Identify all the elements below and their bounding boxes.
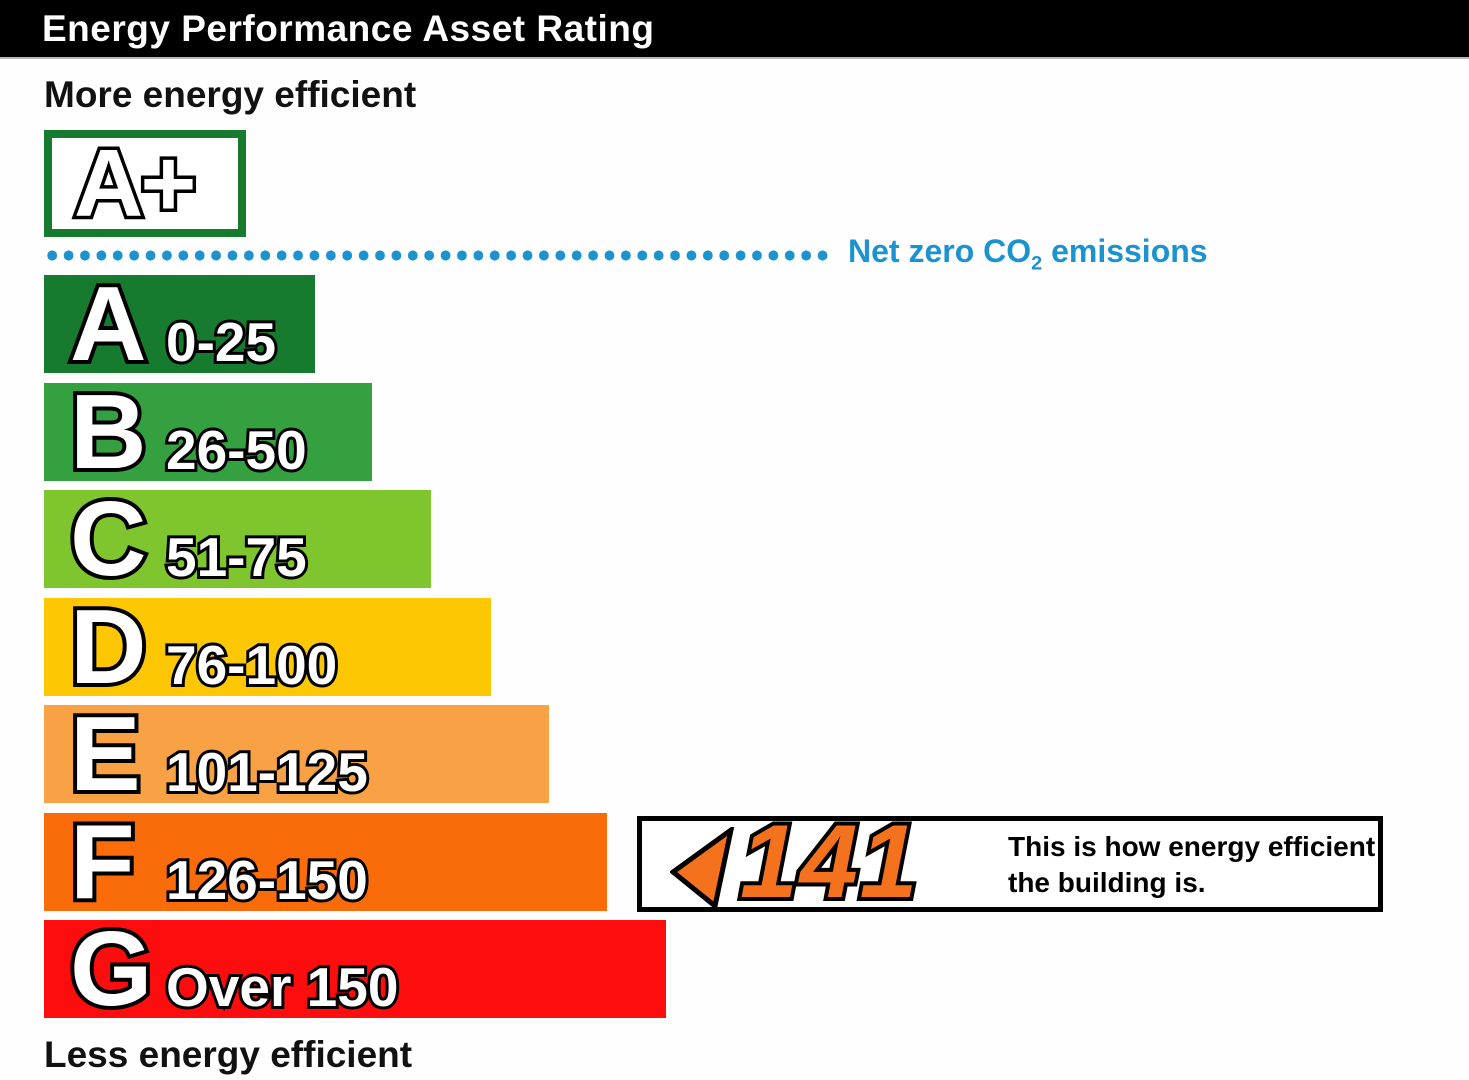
page-title: Energy Performance Asset Rating [42, 7, 655, 49]
rating-description-line2: the building is. [1008, 867, 1206, 898]
band-d-letter: D [66, 587, 151, 706]
current-rating-description: This is how energy efficient the buildin… [1008, 829, 1375, 901]
band-b-letter: B [66, 372, 151, 491]
dotted-leader [44, 249, 830, 261]
band-a: A 0-25 [44, 267, 315, 381]
band-d-range: 76-100 [163, 633, 340, 696]
band-e-letter: E [66, 695, 145, 813]
band-e: E 101-125 [44, 697, 549, 811]
band-g-letter: G [66, 910, 156, 1028]
band-g: G Over 150 [44, 912, 666, 1026]
band-f-range: 126-150 [163, 848, 371, 911]
net-zero-line: Net zero CO2 emissions [44, 235, 1208, 274]
band-a-range: 0-25 [163, 311, 279, 373]
title-bar: Energy Performance Asset Rating [0, 0, 1469, 59]
band-b-range: 26-50 [163, 418, 310, 481]
rating-description-line1: This is how energy efficient [1008, 831, 1376, 862]
band-b: B 26-50 [44, 375, 372, 489]
band-a-plus-letter: A+ [70, 129, 199, 237]
net-zero-label: Net zero CO2 emissions [848, 235, 1208, 274]
band-d: D 76-100 [44, 590, 491, 704]
band-f-letter: F [66, 802, 139, 921]
net-zero-text-prefix: Net zero CO [848, 233, 1032, 270]
band-c-range: 51-75 [163, 526, 310, 588]
band-e-range: 101-125 [163, 741, 371, 803]
band-g-range: Over 150 [163, 956, 401, 1018]
rating-bands: A 0-25 B 26-50 C 51-75 D 76-100 E 101-12… [44, 267, 666, 1028]
band-c: C 51-75 [44, 482, 431, 596]
current-rating-box: 141 This is how energy efficient the bui… [637, 806, 1383, 918]
band-f: F 126-150 [44, 805, 607, 919]
net-zero-text-suffix: emissions [1042, 233, 1208, 270]
net-zero-subscript: 2 [1031, 252, 1043, 275]
less-efficient-label: Less energy efficient [44, 1034, 413, 1075]
band-a-plus: A+ [44, 130, 246, 237]
left-arrow-icon [670, 827, 735, 909]
current-rating-value: 141 [736, 804, 922, 920]
band-a-letter: A [66, 265, 151, 383]
more-efficient-label: More energy efficient [44, 74, 417, 115]
band-c-letter: C [66, 480, 151, 598]
